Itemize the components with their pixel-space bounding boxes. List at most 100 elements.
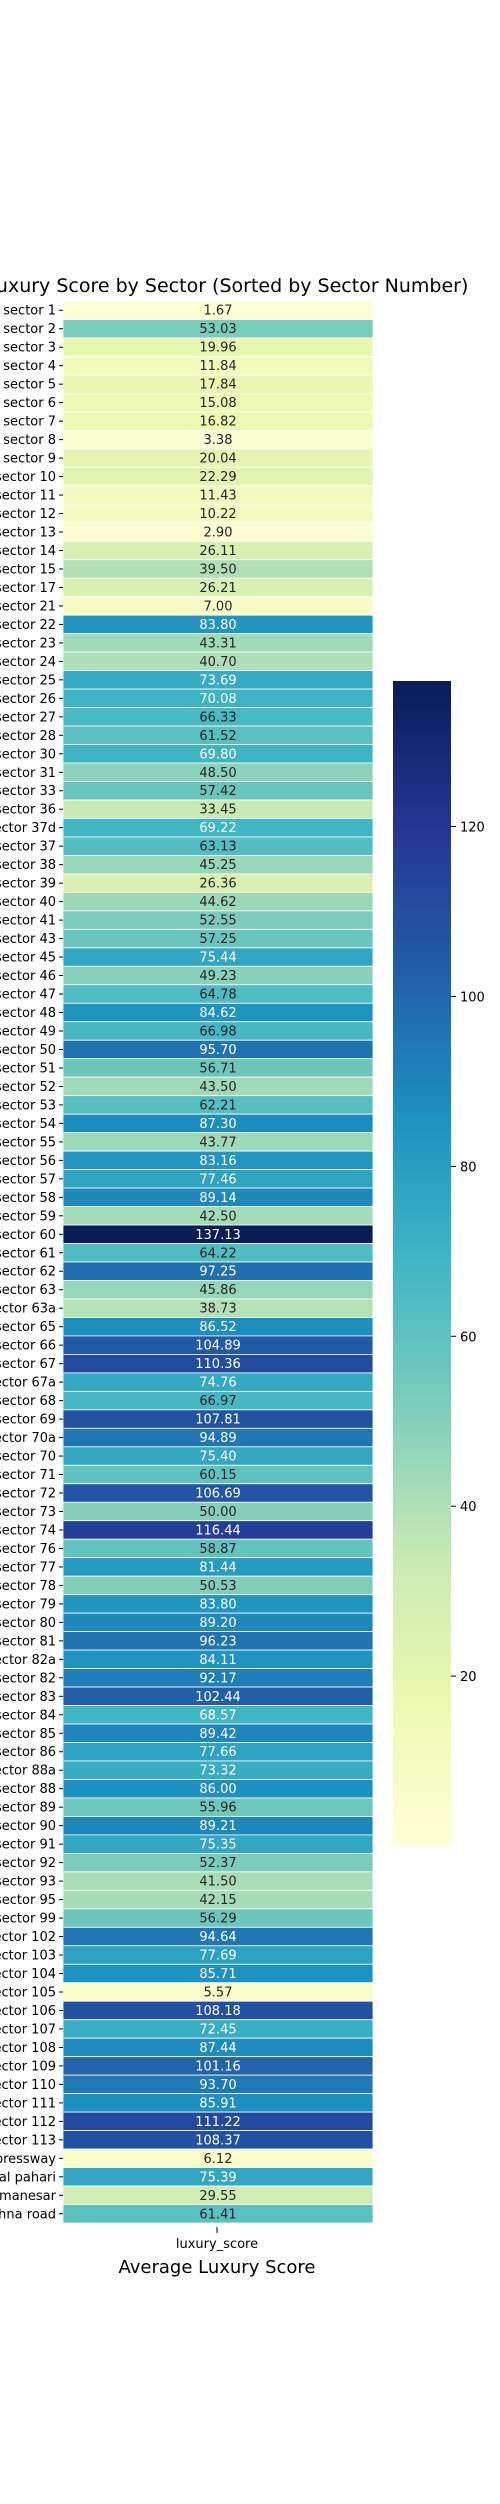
row-label: sector 66 [0,1339,56,1354]
cell-value-label: 86.52 [199,1320,236,1335]
row-label: sector 63 [0,1283,56,1298]
colorbar-tick-label: 40 [460,1500,477,1515]
cell-value-label: 61.41 [199,2207,236,2222]
row-label: sector 83 [0,1690,56,1705]
row-label: sector 54 [0,1117,56,1132]
cell-value-label: 86.00 [199,1782,236,1797]
cell-value-label: 75.39 [199,2170,236,2185]
row-label: sector 73 [0,1505,56,1520]
colorbar-tick-label: 120 [460,821,485,836]
column-tick-label: luxury_score [176,2237,258,2252]
row-label: sector 92 [0,1856,56,1871]
cell-value-label: 69.22 [199,821,236,836]
cell-value-label: 57.42 [199,784,236,799]
row-label: sector 82a [0,1653,56,1668]
row-label: sector 84 [0,1708,56,1723]
cell-value-label: 10.22 [199,507,236,522]
cell-value-label: 11.43 [199,489,236,504]
cell-value-label: 77.69 [199,1949,236,1964]
cell-value-label: 44.62 [199,895,236,910]
cell-value-label: 108.37 [195,2133,241,2148]
row-label: sector 74 [0,1523,56,1538]
row-label: sector 17 [0,581,56,596]
cell-value-label: 50.00 [199,1505,236,1520]
row-label: sector 67 [0,1357,56,1372]
cell-value-label: 75.40 [199,1450,236,1465]
cell-value-label: 66.98 [199,1024,236,1039]
row-label: sector 36 [0,803,56,818]
row-label: sector 91 [0,1838,56,1853]
row-label: sector 86 [0,1745,56,1760]
row-label: sector 37 [0,840,56,855]
row-label: sector 89 [0,1801,56,1816]
cell-value-label: 56.29 [199,1912,236,1927]
row-label: sector 60 [0,1228,56,1243]
row-label: sector 26 [0,692,56,707]
row-label: sector 88 [0,1782,56,1797]
row-label: sector 62 [0,1265,56,1280]
row-label: sector 48 [0,1006,56,1021]
cell-value-label: 43.77 [199,1135,236,1150]
row-label: sector 2 [3,322,56,337]
cell-value-label: 45.86 [199,1283,236,1298]
row-label: sector 110 [0,2078,56,2093]
colorbar: 20 40 60 80 100 120 [393,681,485,1846]
row-label: sector 55 [0,1135,56,1150]
cell-value-label: 45.25 [199,858,236,873]
row-label: sector 85 [0,1727,56,1742]
cell-value-label: 56.71 [199,1061,236,1076]
row-label: sector 4 [3,359,56,374]
row-label: sector 79 [0,1597,56,1612]
cell-value-label: 62.21 [199,1098,236,1113]
row-label: sector 67a [0,1376,56,1391]
row-label: sector 71 [0,1468,56,1483]
cell-value-label: 111.22 [195,2115,241,2130]
cell-value-label: 41.50 [199,1875,236,1890]
row-label: sector 78 [0,1579,56,1594]
cell-value-label: 64.78 [199,988,236,1003]
cell-value-label: 83.80 [199,618,236,633]
cell-value-label: 106.69 [195,1487,241,1502]
cell-value-label: 60.15 [199,1468,236,1483]
cell-value-label: 15.08 [199,396,236,411]
row-label: sector 57 [0,1172,56,1187]
row-label: sector 10 [0,470,56,485]
cell-value-label: 70.08 [199,692,236,707]
row-label: sector 14 [0,544,56,559]
cell-value-label: 50.53 [199,1579,236,1594]
row-label: sector 6 [3,396,56,411]
row-label: sector 31 [0,766,56,781]
cell-value-label: 40.70 [199,655,236,670]
cell-value-label: 66.97 [199,1394,236,1409]
row-label: sector 111 [0,2096,56,2111]
row-label: sector 37d [0,821,56,836]
row-label: sector 107 [0,2022,56,2037]
row-label: sohna road [0,2207,56,2222]
row-label: sector 22 [0,618,56,633]
cell-value-label: 83.16 [199,1154,236,1169]
cell-value-label: 77.46 [199,1172,236,1187]
row-label: sector 49 [0,1024,56,1039]
row-label: sector 82 [0,1671,56,1686]
row-label: sector 43 [0,932,56,947]
row-label: sector 65 [0,1320,56,1335]
cell-value-label: 68.57 [199,1708,236,1723]
cell-value-label: 73.32 [199,1764,236,1779]
row-label: sector 53 [0,1098,56,1113]
cell-value-label: 97.25 [199,1265,236,1280]
cell-value-label: 73.69 [199,673,236,688]
cell-value-label: 89.20 [199,1616,236,1631]
cell-value-label: 20.04 [199,452,236,467]
cell-value-label: 94.89 [199,1431,236,1446]
cell-value-label: 101.16 [195,2059,241,2074]
x-axis-label: Average Luxury Score [118,2257,315,2278]
row-label: sector 99 [0,1912,56,1927]
cell-value-label: 63.13 [199,840,236,855]
cell-value-label: 2.90 [204,526,233,541]
cell-value-label: 110.36 [195,1357,241,1372]
cell-value-label: 87.44 [199,2041,236,2056]
row-label: sector 56 [0,1154,56,1169]
row-label: sector 77 [0,1560,56,1575]
colorbar-tick-label: 100 [460,990,485,1005]
cell-value-label: 22.29 [199,470,236,485]
